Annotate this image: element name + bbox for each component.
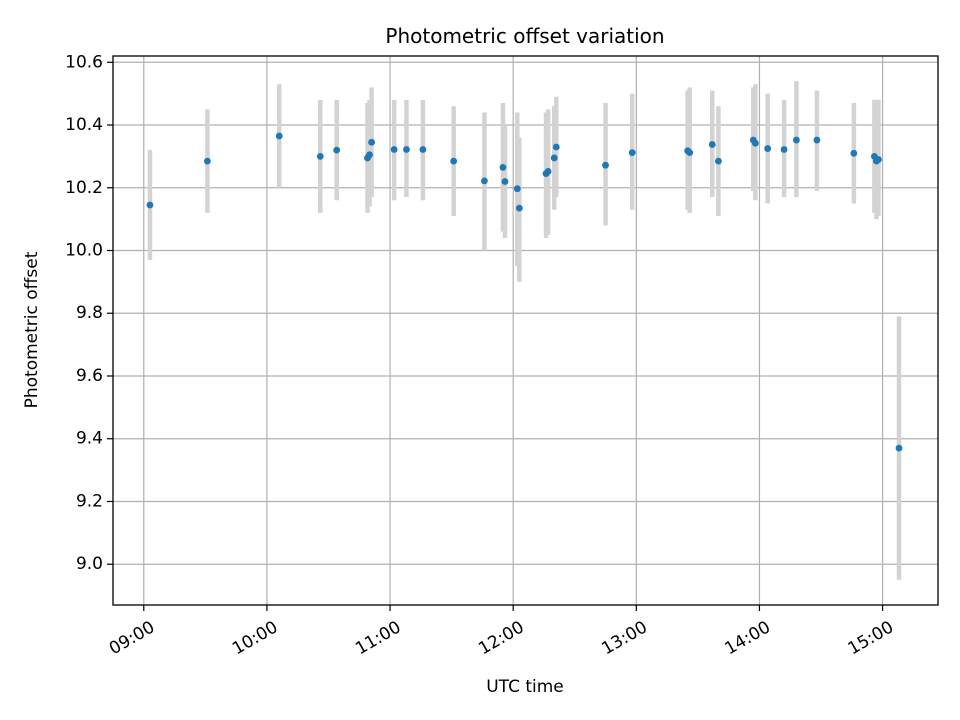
y-axis-ticks: 9.0 9.2 9.4 9.6 9.8 10.0 10.2 10.4 10.6 <box>65 52 113 574</box>
data-point <box>792 136 800 144</box>
data-point <box>481 177 488 185</box>
data-point <box>515 204 523 212</box>
y-tick-label: 9.4 <box>76 429 103 449</box>
data-point <box>419 146 427 153</box>
data-point <box>513 185 521 193</box>
data-point <box>628 149 636 157</box>
grid <box>113 56 938 605</box>
data-point <box>550 154 558 162</box>
data-point <box>275 132 283 140</box>
y-tick-label: 9.6 <box>76 366 103 386</box>
data-point <box>552 143 560 151</box>
data-point <box>544 168 552 175</box>
data-point <box>780 146 788 153</box>
data-point <box>403 146 410 153</box>
data-point <box>316 152 324 160</box>
data-point <box>390 146 398 153</box>
y-tick-label: 10.2 <box>65 178 103 198</box>
data-point <box>751 139 759 147</box>
data-points <box>146 132 903 452</box>
data-point <box>204 157 211 165</box>
data-point <box>895 444 903 452</box>
y-tick-label: 10.0 <box>65 241 103 261</box>
data-point <box>813 136 821 144</box>
y-tick-label: 9.0 <box>76 554 103 574</box>
y-tick-label: 9.2 <box>76 491 103 511</box>
data-point <box>875 156 882 163</box>
y-tick-label: 9.8 <box>76 303 103 323</box>
data-point <box>850 149 858 157</box>
data-point <box>764 145 772 152</box>
y-tick-label: 10.6 <box>65 52 103 72</box>
y-tick-label: 10.4 <box>65 115 103 135</box>
data-point <box>501 178 509 185</box>
data-point <box>366 151 373 159</box>
data-point <box>686 149 694 157</box>
data-point <box>708 141 716 148</box>
chart-title: Photometric offset variation <box>385 24 664 48</box>
data-point <box>602 161 609 169</box>
data-point <box>333 146 341 154</box>
data-point <box>146 201 154 209</box>
data-point <box>368 138 375 146</box>
y-axis-label: Photometric offset <box>22 251 42 408</box>
data-point <box>715 157 722 165</box>
data-point <box>450 157 458 165</box>
data-point <box>499 163 507 171</box>
plot-frame <box>112 55 939 606</box>
x-axis-label: UTC time <box>486 677 564 697</box>
